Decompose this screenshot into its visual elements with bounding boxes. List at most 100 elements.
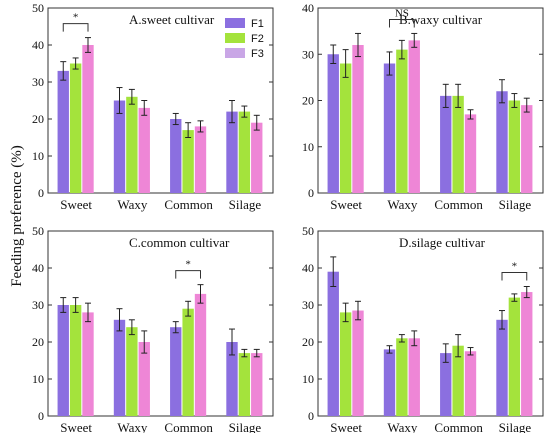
significance-bracket [62,23,89,32]
y-tick-label: 40 [32,38,44,52]
chart-panel: 0 10 20 30 40 50 Sweet Waxy Common Silage A.sweet … [32,1,274,212]
bar [226,111,238,193]
y-tick-label: 30 [32,75,44,89]
y-tick-label: 10 [302,372,314,386]
significance-bracket [175,270,201,279]
bar [396,338,408,416]
legend-label: F3 [251,48,264,60]
bar [182,130,194,193]
bar [138,107,150,193]
bar [440,95,452,193]
y-tick-label: 0 [38,409,44,423]
y-tick-label: 40 [302,261,314,275]
bar [57,70,69,193]
y-tick-label: 40 [32,261,44,275]
bar [508,100,521,193]
x-category-label: Common [434,197,483,212]
y-tick-label: 40 [302,1,314,15]
significance-label: * [185,259,191,271]
bar [251,122,263,193]
x-category-label: Silage [229,197,262,212]
legend-swatch [225,33,245,43]
bar [126,96,138,193]
bar [452,345,464,416]
bar [452,95,464,193]
x-category-label: Silage [229,420,262,433]
bar [69,63,82,193]
y-tick-label: 50 [32,224,44,238]
bar [194,126,207,193]
y-tick-label: 0 [308,186,314,200]
bar [383,349,396,416]
bar [57,305,69,416]
panel-title: A.sweet cultivar [129,12,215,27]
bar [352,45,364,193]
panels: 0 10 20 30 40 50 Sweet Waxy Common Silage A.sweet … [32,1,544,435]
chart-panel: 0 10 20 30 40 50 Sweet Waxy Common Silage C.common… [32,224,274,435]
chart-panel: 0 10 20 30 40 Sweet Waxy Common Silage B.waxy cul… [302,1,544,212]
x-category-label: Common [164,197,213,212]
bar [238,353,251,416]
bar [182,308,194,416]
legend-swatch [225,48,245,58]
chart-panel: 0 10 20 30 40 50 Sweet Waxy Common Silage D.silage… [302,224,544,435]
panel-title: C.common cultivar [129,235,230,250]
significance-label: NS [395,7,409,19]
panel-title: B.waxy cultivar [399,12,483,27]
x-category-label: Sweet [330,197,362,212]
x-category-label: Sweet [60,420,92,433]
legend-swatch [225,18,245,28]
bar [194,293,207,416]
bar [496,91,508,193]
bar [496,319,508,416]
significance-bracket [501,272,528,281]
y-tick-label: 20 [302,335,314,349]
x-category-label: Silage [499,420,532,433]
bar [521,105,533,193]
x-category-label: Waxy [387,197,417,212]
y-tick-label: 20 [32,112,44,126]
bar [82,45,94,193]
y-tick-label: 0 [38,186,44,200]
y-tick-label: 0 [308,409,314,423]
y-tick-label: 50 [302,224,314,238]
plot-frame [47,7,274,194]
y-tick-label: 10 [32,149,44,163]
x-category-label: Waxy [387,420,417,433]
bar [113,100,126,193]
bar [126,327,138,416]
bar [251,353,263,416]
bar [138,342,150,416]
x-category-label: Waxy [117,420,147,433]
bar [238,111,251,193]
bar [464,114,477,193]
y-tick-label: 30 [302,298,314,312]
x-category-label: Common [434,420,483,433]
x-category-label: Silage [499,197,532,212]
bar [170,327,182,416]
bar [69,305,82,416]
bar [339,63,352,193]
bar [327,54,339,193]
x-category-label: Waxy [117,197,147,212]
bar [327,271,339,416]
y-tick-label: 30 [302,47,314,61]
bar [464,351,477,416]
bar [408,338,420,416]
y-axis-label: Feeding preference (%) [9,145,25,287]
x-category-label: Sweet [60,197,92,212]
bar [226,342,238,416]
bar [408,40,420,193]
bar [396,49,408,193]
y-tick-label: 50 [32,1,44,15]
bar [508,297,521,416]
legend-label: F2 [251,33,264,45]
panel-title: D.silage cultivar [399,235,486,250]
bar [440,353,452,416]
legend-label: F1 [251,18,264,30]
y-tick-label: 20 [32,335,44,349]
bar [339,312,352,416]
bar [352,310,364,416]
y-tick-label: 30 [32,298,44,312]
